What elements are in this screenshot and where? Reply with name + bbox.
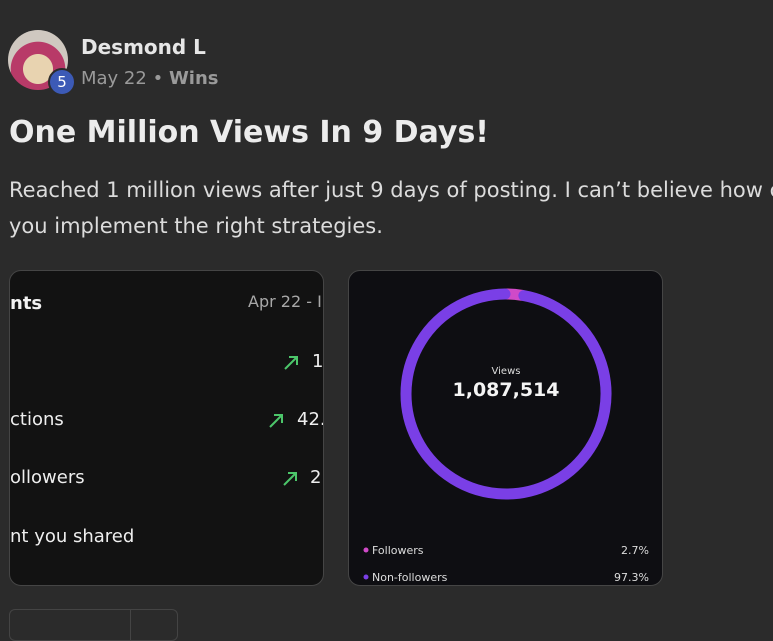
legend-dot — [363, 547, 369, 553]
row-value: 42. — [297, 409, 324, 430]
row-label: nt you shared — [10, 526, 135, 547]
post-date: May 22 — [81, 68, 147, 89]
body-line: Reached 1 million views after just 9 day… — [9, 178, 773, 202]
center-label: Views — [492, 366, 521, 377]
row-label: ollowers — [10, 467, 85, 488]
page: 5 Desmond L May 22 • Wins One Million Vi… — [8, 30, 773, 641]
row-label: ctions — [10, 409, 64, 430]
category[interactable]: Wins — [168, 68, 219, 89]
reaction-button[interactable] — [9, 609, 131, 641]
body-line: you implement the right strategies. — [9, 214, 383, 238]
legend-value: 2.7% — [621, 544, 649, 557]
post-title: One Million Views In 9 Days! — [9, 115, 489, 150]
row-value: 1. — [312, 351, 324, 372]
legend-label: Followers — [372, 544, 424, 557]
comment-button[interactable] — [130, 609, 178, 641]
legend-label: Non-followers — [372, 571, 448, 584]
insights-image[interactable]: nts Apr 22 - I 1. ctions 42. ollowers 2.… — [9, 270, 324, 586]
views-image[interactable]: Views 1,087,514 Followers 2.7% Non-followe… — [348, 270, 663, 586]
heading: nts — [10, 293, 43, 314]
legend-dot — [363, 574, 369, 580]
arrow-icons — [269, 356, 298, 486]
row-value: 2. — [310, 467, 323, 488]
post-meta: May 22 • Wins — [81, 68, 219, 89]
total: 1,087,514 — [453, 379, 560, 401]
date-range: Apr 22 - I — [248, 292, 322, 311]
donut-chart: Views 1,087,514 Followers 2.7% Non-followe… — [363, 288, 649, 584]
author-name[interactable]: Desmond L — [81, 35, 206, 59]
level-badge: 5 — [48, 68, 76, 96]
donut-segment — [400, 288, 612, 500]
legend-value: 97.3% — [614, 571, 649, 584]
separator: • — [152, 68, 164, 89]
